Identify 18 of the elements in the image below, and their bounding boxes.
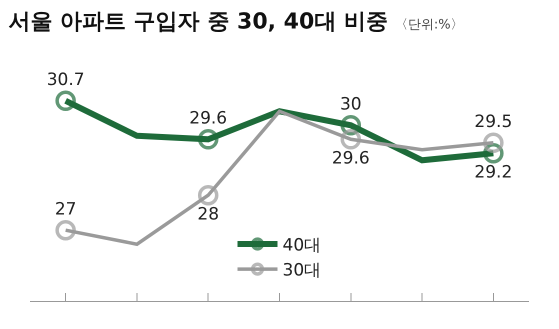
point [55, 220, 76, 240]
data-label: 30 [340, 94, 362, 114]
data-label: 29.6 [332, 148, 370, 169]
legend-label: 40대 [282, 236, 322, 256]
chart-subtitle: 〈단위:%〉 [394, 18, 464, 33]
point [55, 90, 76, 112]
point [483, 132, 504, 154]
data-label: 29.6 [189, 108, 228, 128]
chart-title: 서울 아파트 구입자 중 30, 40대 비중 [8, 10, 388, 35]
point [198, 129, 218, 150]
data-label: 29.2 [474, 162, 512, 183]
data-label: 27 [54, 199, 76, 220]
data-label: 30.7 [46, 70, 85, 90]
data-label: 29.5 [474, 112, 512, 132]
point [340, 129, 362, 150]
point [198, 185, 218, 206]
data-label: 28 [197, 204, 220, 225]
legend-label: 30대 [282, 260, 322, 281]
